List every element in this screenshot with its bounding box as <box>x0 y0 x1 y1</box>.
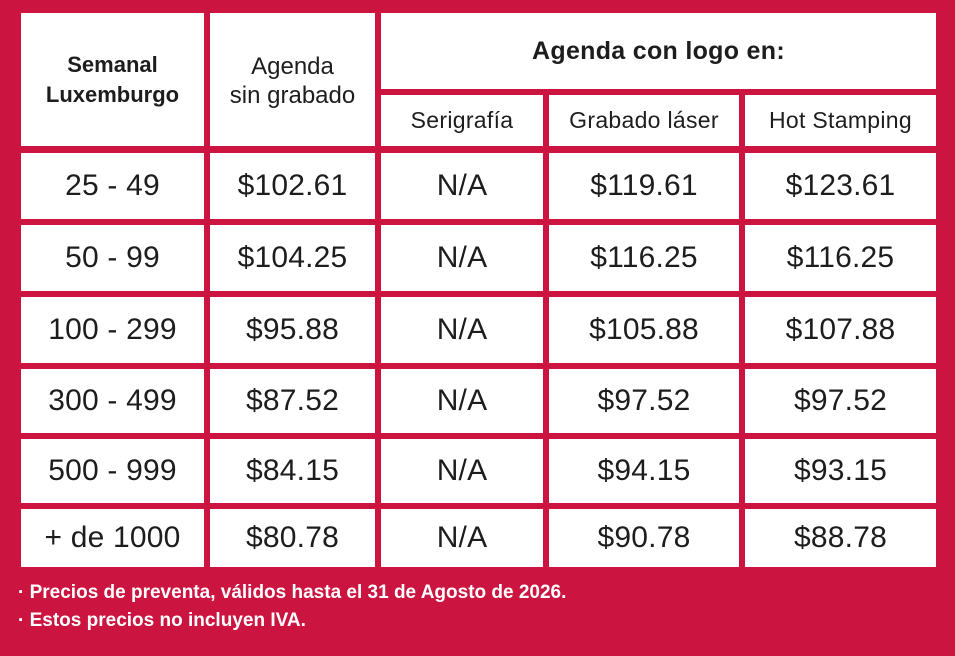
header-agenda-con-logo: Agenda con logo en: <box>381 13 936 89</box>
header-agenda: Agenda <box>251 52 334 80</box>
table-cell-hot-stamping: $107.88 <box>745 297 936 363</box>
header-agenda-sin-grabado: Agenda sin grabado <box>210 13 375 146</box>
table-row-qty: 100 - 299 <box>21 297 204 363</box>
header-hot-stamping-label: Hot Stamping <box>769 107 912 133</box>
table-cell-grabado-laser: $90.78 <box>549 509 739 567</box>
table-cell-serigrafia: N/A <box>381 509 543 567</box>
header-luxemburgo: Luxemburgo <box>45 81 180 107</box>
header-semanal: Semanal <box>67 51 158 77</box>
table-cell-sin-grabado: $80.78 <box>210 509 375 567</box>
table-cell-serigrafia: N/A <box>381 153 543 219</box>
header-serigrafia: Serigrafía <box>381 95 543 146</box>
table-row-qty: 25 - 49 <box>21 153 204 219</box>
header-semanal-luxemburgo: Semanal Luxemburgo <box>21 13 204 146</box>
note-iva: · Estos precios no incluyen IVA. <box>18 610 306 631</box>
table-cell-sin-grabado: $95.88 <box>210 297 375 363</box>
table-cell-serigrafia: N/A <box>381 369 543 433</box>
table-cell-sin-grabado: $102.61 <box>210 153 375 219</box>
table-cell-grabado-laser: $105.88 <box>549 297 739 363</box>
table-cell-grabado-laser: $97.52 <box>549 369 739 433</box>
note-preventa: · Precios de preventa, válidos hasta el … <box>18 582 567 603</box>
table-cell-hot-stamping: $93.15 <box>745 439 936 503</box>
table-row-qty: 300 - 499 <box>21 369 204 433</box>
table-cell-serigrafia: N/A <box>381 225 543 291</box>
table-cell-hot-stamping: $116.25 <box>745 225 936 291</box>
header-sin-grabado: sin grabado <box>229 81 356 109</box>
table-row-qty: 500 - 999 <box>21 439 204 503</box>
table-cell-serigrafia: N/A <box>381 439 543 503</box>
table-row-qty: 50 - 99 <box>21 225 204 291</box>
table-cell-sin-grabado: $84.15 <box>210 439 375 503</box>
header-serigrafia-label: Serigrafía <box>410 107 514 133</box>
header-grabado-laser: Grabado láser <box>549 95 739 146</box>
table-row-qty: + de 1000 <box>21 509 204 567</box>
footer-notes: · Precios de preventa, válidos hasta el … <box>18 579 566 635</box>
header-grabado-laser-label: Grabado láser <box>569 107 719 133</box>
table-cell-grabado-laser: $94.15 <box>549 439 739 503</box>
header-agenda-con-logo-label: Agenda con logo en: <box>532 36 785 65</box>
table-cell-hot-stamping: $97.52 <box>745 369 936 433</box>
table-cell-hot-stamping: $88.78 <box>745 509 936 567</box>
table-cell-sin-grabado: $104.25 <box>210 225 375 291</box>
table-cell-grabado-laser: $116.25 <box>549 225 739 291</box>
table-cell-sin-grabado: $87.52 <box>210 369 375 433</box>
table-cell-hot-stamping: $123.61 <box>745 153 936 219</box>
header-hot-stamping: Hot Stamping <box>745 95 936 146</box>
table-cell-grabado-laser: $119.61 <box>549 153 739 219</box>
table-cell-serigrafia: N/A <box>381 297 543 363</box>
